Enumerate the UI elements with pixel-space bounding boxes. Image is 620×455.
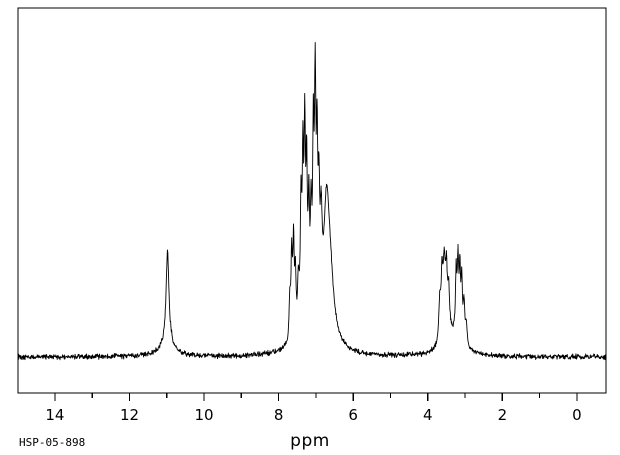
- x-axis-tick-label: 2: [498, 406, 508, 424]
- x-axis-tick-label: 0: [572, 406, 582, 424]
- sample-id-label: HSP-05-898: [19, 436, 86, 449]
- x-axis-tick-label: 8: [274, 406, 284, 424]
- x-axis-tick-label: 10: [195, 406, 214, 424]
- x-axis-title: ppm: [290, 431, 330, 451]
- spectrum-trace: [17, 42, 607, 361]
- x-axis-tick-label: 4: [423, 406, 433, 424]
- x-axis-tick-label: 12: [120, 406, 139, 424]
- x-axis-tick-label: 6: [348, 406, 358, 424]
- plot-border: [17, 7, 607, 394]
- x-axis-tick-label: 14: [45, 406, 64, 424]
